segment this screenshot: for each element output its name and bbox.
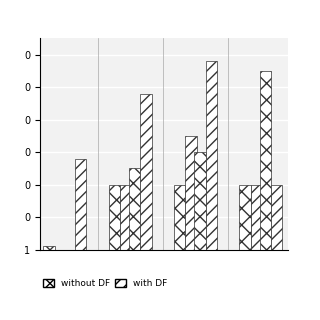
Legend: without DF, with DF: without DF, with DF (40, 275, 171, 292)
Bar (75, 159, 86, 250)
Bar (174, 185, 185, 250)
Bar (140, 94, 152, 250)
Bar (185, 136, 197, 250)
Bar (120, 185, 132, 250)
Bar (194, 152, 206, 250)
Bar (44, 246, 55, 250)
Bar (251, 185, 262, 250)
Bar (206, 61, 217, 250)
Bar (260, 71, 271, 250)
Bar (129, 168, 140, 250)
Bar (239, 185, 251, 250)
Bar (109, 185, 120, 250)
Bar (271, 185, 282, 250)
